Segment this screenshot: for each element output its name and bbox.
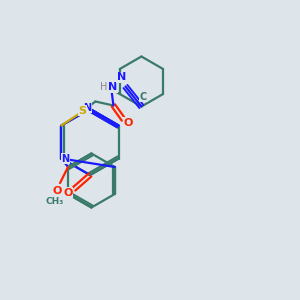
- Text: S: S: [78, 106, 86, 116]
- Text: N: N: [83, 103, 91, 113]
- Text: C: C: [140, 92, 147, 101]
- Text: O: O: [124, 118, 133, 128]
- Text: CH₃: CH₃: [46, 196, 64, 206]
- Text: O: O: [52, 186, 62, 196]
- Text: H: H: [100, 82, 107, 92]
- Text: N: N: [61, 154, 70, 164]
- Text: O: O: [63, 188, 73, 198]
- Text: N: N: [108, 82, 117, 92]
- Text: N: N: [117, 73, 126, 82]
